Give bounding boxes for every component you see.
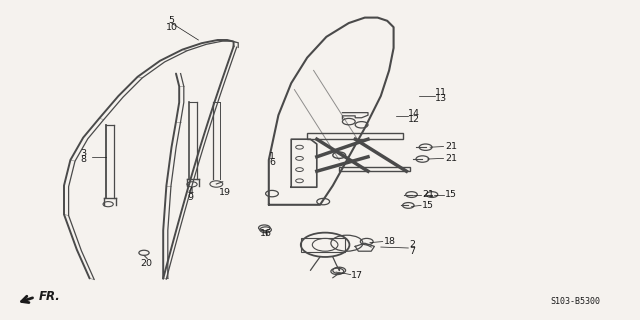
Text: 3: 3	[80, 149, 86, 158]
Text: 1: 1	[269, 152, 275, 161]
Text: 11: 11	[435, 88, 447, 97]
Text: 15: 15	[445, 190, 457, 199]
Text: 2: 2	[410, 240, 415, 249]
Text: 8: 8	[81, 156, 86, 164]
Text: 21: 21	[445, 154, 457, 163]
Text: FR.: FR.	[38, 290, 60, 302]
Text: 19: 19	[220, 188, 231, 197]
Text: 12: 12	[408, 115, 420, 124]
Text: 7: 7	[410, 247, 415, 256]
Text: S103-B5300: S103-B5300	[550, 297, 600, 306]
Text: 9: 9	[187, 193, 193, 202]
Text: 13: 13	[435, 94, 447, 103]
Text: 16: 16	[260, 229, 271, 238]
Text: 4: 4	[187, 188, 193, 196]
Bar	[301, 237, 344, 252]
Text: 21: 21	[445, 142, 457, 151]
Text: 6: 6	[269, 158, 275, 167]
Bar	[339, 167, 410, 171]
Text: 14: 14	[408, 109, 420, 118]
Text: 18: 18	[384, 237, 396, 246]
Text: 20: 20	[140, 260, 152, 268]
Text: 10: 10	[166, 23, 177, 32]
Text: 21: 21	[422, 190, 435, 199]
Text: 15: 15	[422, 201, 435, 210]
Text: 17: 17	[351, 271, 363, 280]
Text: 5: 5	[168, 16, 175, 25]
Bar	[307, 133, 403, 139]
